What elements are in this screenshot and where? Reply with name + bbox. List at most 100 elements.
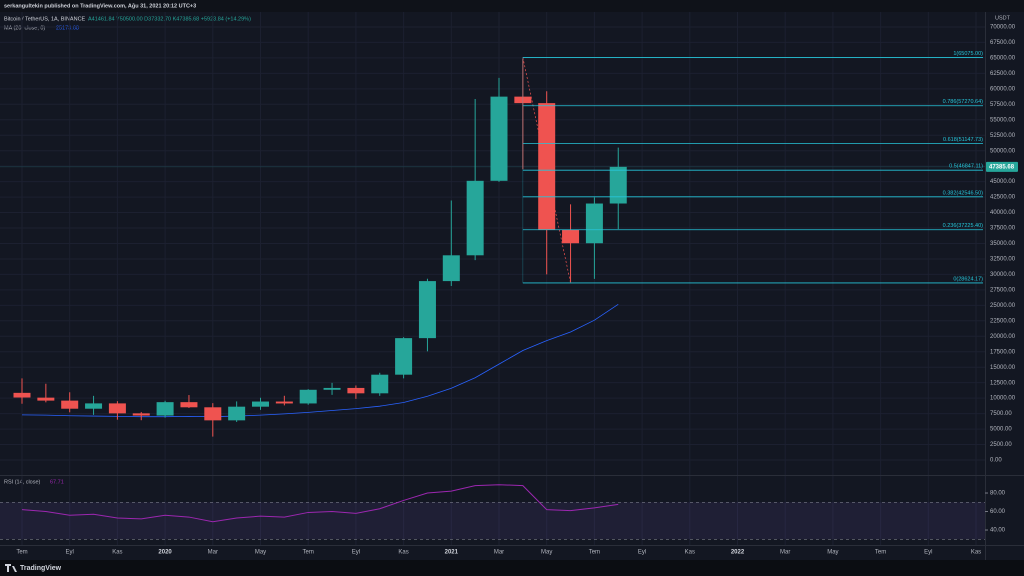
x-tick-label: Eyl	[638, 550, 646, 556]
fib-label: 0.236(37225.40)	[943, 223, 984, 229]
fib-label: 0.618(51147.73)	[943, 137, 983, 143]
fib-label: 1(65075.00)	[953, 51, 983, 57]
y-tick-label: 17500.00	[990, 349, 1016, 355]
rsi-tick-label: 40.00	[990, 528, 1006, 534]
fib-label: 0.5(46847.11)	[949, 164, 983, 170]
ma-value: 25173.68	[56, 25, 79, 31]
y-tick-label: 45000.00	[990, 179, 1016, 185]
x-tick-label: Tem	[875, 550, 886, 556]
candle-body	[85, 403, 103, 409]
y-tick-label: 27500.00	[990, 287, 1016, 293]
top-bar	[0, 0, 1024, 12]
candle-body	[538, 103, 556, 230]
ohlc: A41461.84 Y50500.00 D37332.70 K47385.68 …	[88, 16, 251, 22]
y-tick-label: 52500.00	[990, 133, 1016, 139]
rsi-band-fill	[0, 502, 985, 540]
y-tick-label: 40000.00	[990, 210, 1016, 216]
x-tick-label: 2020	[158, 550, 172, 556]
y-tick-label: 67500.00	[990, 40, 1016, 46]
fib-label: 0.786(57270.64)	[943, 99, 984, 105]
x-tick-label: Tem	[589, 550, 600, 556]
candle-body	[418, 281, 436, 339]
candle-body	[466, 180, 484, 256]
ma-line	[21, 303, 619, 418]
y-tick-label: 5000.00	[990, 427, 1012, 433]
candle-body	[204, 407, 222, 421]
y-tick-label: 2500.00	[990, 442, 1012, 448]
rsi-line	[21, 484, 619, 523]
x-tick-label: Kas	[971, 550, 981, 556]
y-tick-label: 62500.00	[990, 71, 1016, 77]
candle-body	[228, 406, 246, 421]
y-tick-label: 60000.00	[990, 86, 1016, 92]
symbol: Bitcoin / TetherUS, 1A, BINANCE	[4, 16, 86, 22]
y-tick-label: 42500.00	[990, 195, 1016, 201]
x-tick-label: Mar	[208, 550, 218, 556]
candle-body	[395, 338, 413, 375]
fib-anchor	[522, 57, 571, 283]
last-price-label: 47385.68	[989, 164, 1015, 170]
candle-body	[514, 96, 532, 104]
y-tick-label: 15000.00	[990, 365, 1016, 371]
x-tick-label: Tem	[303, 550, 314, 556]
x-tick-label: Kas	[112, 550, 122, 556]
x-tick-label: Tem	[16, 550, 27, 556]
y-tick-label: 25000.00	[990, 303, 1016, 309]
y-tick-label: 70000.00	[990, 25, 1016, 31]
rsi-tick-label: 80.00	[990, 491, 1006, 497]
publisher: serkangultekin published on TradingView.…	[4, 3, 196, 9]
candle-body	[585, 203, 603, 244]
y-tick-label: 10000.00	[990, 396, 1016, 402]
y-tick-label: 32500.00	[990, 257, 1016, 263]
y-tick-label: 20000.00	[990, 334, 1016, 340]
fib-label: 0.382(42546.50)	[943, 190, 984, 196]
y-tick-label: 57500.00	[990, 102, 1016, 108]
x-tick-label: Eyl	[352, 550, 360, 556]
candle-body	[275, 401, 293, 404]
last-price-tag	[986, 161, 1018, 172]
x-tick-label: Eyl	[66, 550, 74, 556]
x-tick-label: 2021	[445, 550, 459, 556]
y-tick-label: 30000.00	[990, 272, 1016, 278]
brand: TradingView	[20, 565, 62, 572]
x-tick-label: Kas	[398, 550, 408, 556]
x-tick-label: 2022	[731, 550, 745, 556]
y-tick-label: 65000.00	[990, 55, 1016, 61]
bottom-bar	[0, 560, 1024, 576]
y-tick-label: 0.00	[990, 458, 1002, 464]
candle-body	[252, 401, 269, 407]
candle-body	[323, 387, 341, 390]
candle-body	[347, 387, 365, 394]
candle-body	[299, 389, 317, 404]
candle-body	[132, 413, 150, 416]
x-tick-label: May	[827, 550, 838, 556]
x-tick-label: Kas	[685, 550, 695, 556]
candle-body	[156, 402, 174, 416]
currency: USDT	[995, 15, 1011, 21]
candle-body	[562, 229, 580, 244]
x-tick-label: Mar	[780, 550, 790, 556]
candle-body	[37, 397, 55, 401]
fib-label: 0(28624.17)	[953, 276, 983, 282]
x-tick-label: Mar	[494, 550, 504, 556]
x-tick-label: May	[255, 550, 266, 556]
x-tick-label: Eyl	[924, 550, 932, 556]
y-tick-label: 12500.00	[990, 380, 1016, 386]
candle-body	[490, 96, 508, 181]
candle-body	[13, 392, 31, 398]
candle-body	[609, 166, 627, 204]
x-tick-label: May	[541, 550, 552, 556]
y-tick-label: 7500.00	[990, 411, 1012, 417]
candle-body	[61, 400, 79, 409]
y-tick-label: 22500.00	[990, 318, 1016, 324]
logo	[5, 564, 17, 572]
y-tick-label: 50000.00	[990, 148, 1016, 154]
y-tick-label: 37500.00	[990, 226, 1016, 232]
rsi-value: 67.71	[50, 479, 64, 485]
y-tick-label: 35000.00	[990, 241, 1016, 247]
candle-body	[108, 403, 126, 414]
rsi-tick-label: 60.00	[990, 509, 1006, 515]
candle-body	[180, 402, 198, 408]
